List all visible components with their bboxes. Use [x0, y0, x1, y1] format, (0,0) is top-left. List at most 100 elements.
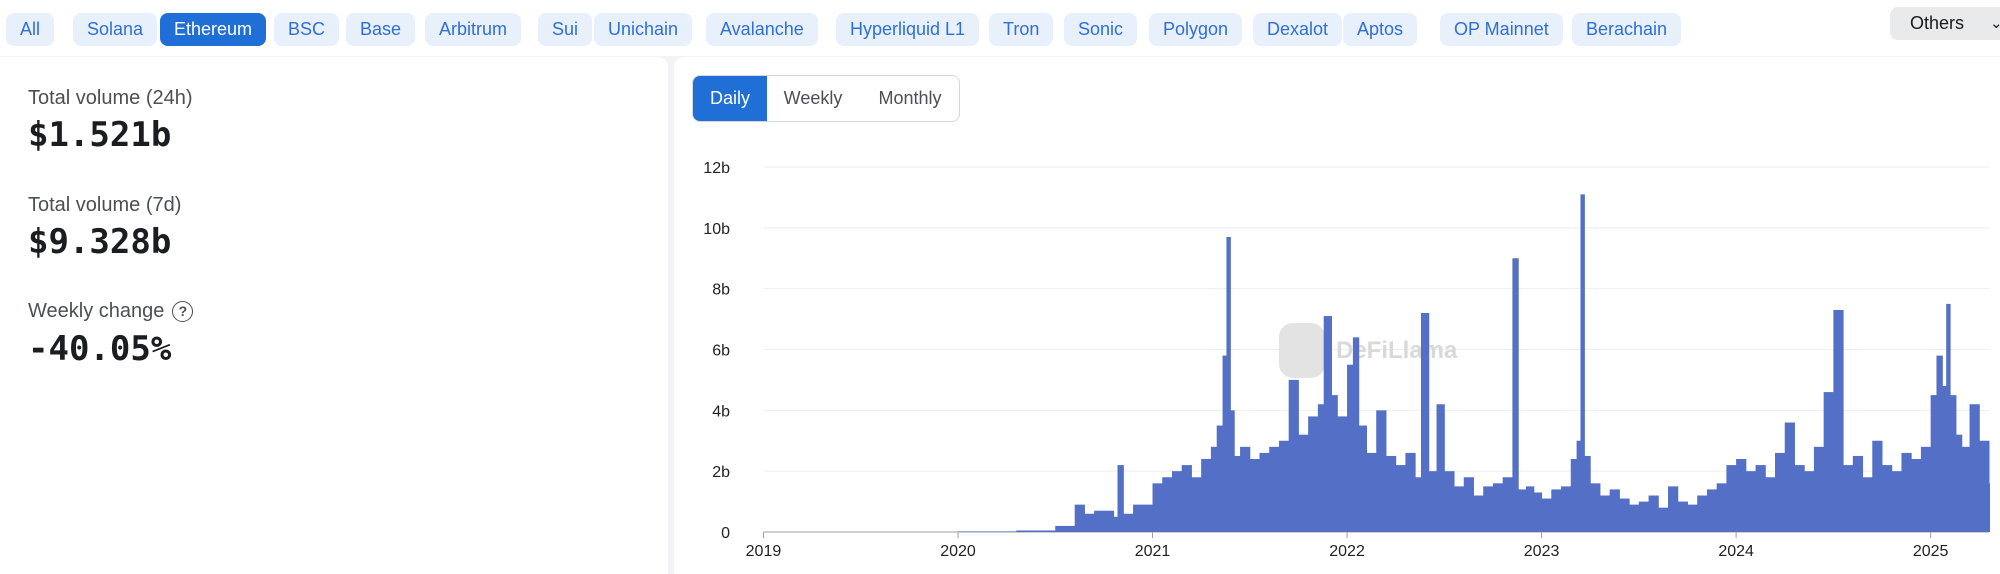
- volume-bar[interactable]: [1599, 495, 1611, 533]
- volume-bar[interactable]: [1473, 495, 1484, 533]
- volume-bar[interactable]: [1444, 471, 1455, 532]
- volume-bar[interactable]: [1308, 416, 1319, 532]
- volume-bar[interactable]: [1706, 489, 1718, 532]
- chain-chip-all[interactable]: All: [6, 13, 55, 46]
- volume-bar[interactable]: [1162, 477, 1173, 532]
- volume-bar[interactable]: [1765, 477, 1776, 532]
- chain-chip-arbitrum[interactable]: Arbitrum: [425, 13, 522, 46]
- volume-bar[interactable]: [1638, 501, 1650, 532]
- chain-chip-hyperliquid-l1[interactable]: Hyperliquid L1: [836, 13, 980, 46]
- volume-bar[interactable]: [1570, 459, 1578, 532]
- volume-bar[interactable]: [1687, 504, 1698, 532]
- volume-bar[interactable]: [1074, 504, 1085, 532]
- volume-bar[interactable]: [1677, 501, 1688, 532]
- tab-weekly[interactable]: Weekly: [783, 88, 843, 108]
- volume-bar[interactable]: [1979, 440, 1990, 532]
- volume-bar[interactable]: [1946, 303, 1951, 532]
- volume-bar[interactable]: [1249, 459, 1261, 532]
- chain-chip-aptos[interactable]: Aptos: [1343, 13, 1418, 46]
- volume-bar[interactable]: [1989, 483, 1990, 532]
- volume-bar[interactable]: [1094, 510, 1115, 532]
- volume-bar[interactable]: [1133, 504, 1154, 532]
- volume-bar[interactable]: [1911, 459, 1922, 532]
- volume-bar[interactable]: [1930, 395, 1937, 532]
- volume-bar[interactable]: [1234, 455, 1241, 532]
- volume-bar[interactable]: [1385, 455, 1397, 532]
- volume-bar[interactable]: [1658, 507, 1669, 532]
- volume-bar[interactable]: [1226, 236, 1231, 532]
- volume-bar[interactable]: [1872, 440, 1883, 532]
- volume-bar[interactable]: [1298, 434, 1309, 532]
- volume-bar[interactable]: [1502, 477, 1513, 532]
- volume-bar[interactable]: [1736, 459, 1747, 532]
- volume-bar[interactable]: [1016, 530, 1056, 532]
- volume-bar[interactable]: [1358, 425, 1367, 532]
- volume-bar[interactable]: [1337, 416, 1348, 532]
- volume-bar[interactable]: [1580, 194, 1585, 532]
- volume-bar[interactable]: [1726, 465, 1737, 532]
- volume-bar[interactable]: [1901, 452, 1912, 532]
- chain-chip-ethereum[interactable]: Ethereum: [160, 13, 267, 46]
- volume-bar[interactable]: [1415, 477, 1422, 532]
- volume-bar[interactable]: [1775, 452, 1786, 532]
- chain-chip-solana[interactable]: Solana: [73, 13, 158, 46]
- chain-chip-sonic[interactable]: Sonic: [1064, 13, 1138, 46]
- volume-bar[interactable]: [1191, 477, 1202, 532]
- volume-bar[interactable]: [1533, 492, 1543, 532]
- chain-chip-berachain[interactable]: Berachain: [1572, 13, 1682, 46]
- volume-bar[interactable]: [1113, 516, 1118, 532]
- volume-bar[interactable]: [1716, 483, 1727, 532]
- volume-bar[interactable]: [1526, 486, 1535, 532]
- volume-bar[interactable]: [1920, 446, 1932, 532]
- volume-bar[interactable]: [1961, 446, 1971, 532]
- volume-bar[interactable]: [1813, 446, 1825, 532]
- volume-bar[interactable]: [1942, 386, 1947, 532]
- volume-bar[interactable]: [1697, 495, 1708, 533]
- volume-bar[interactable]: [1852, 455, 1864, 532]
- volume-bar[interactable]: [1561, 486, 1572, 532]
- volume-bar[interactable]: [957, 531, 1017, 532]
- volume-bar[interactable]: [1823, 392, 1834, 532]
- volume-bar[interactable]: [1891, 471, 1902, 532]
- volume-bar[interactable]: [1210, 446, 1218, 532]
- volume-bar[interactable]: [1454, 486, 1465, 532]
- volume-bar[interactable]: [1347, 364, 1354, 532]
- volume-bar[interactable]: [1201, 459, 1212, 532]
- volume-bar[interactable]: [1936, 355, 1943, 532]
- volume-bar[interactable]: [1648, 495, 1659, 533]
- volume-bar[interactable]: [1463, 477, 1474, 532]
- tab-monthly[interactable]: Monthly: [878, 88, 942, 108]
- volume-bar[interactable]: [1222, 355, 1227, 532]
- volume-bar[interactable]: [1794, 465, 1805, 532]
- volume-bar[interactable]: [1269, 446, 1280, 532]
- volume-bar[interactable]: [1240, 446, 1251, 532]
- volume-bar[interactable]: [1230, 410, 1235, 532]
- volume-bar[interactable]: [1969, 404, 1980, 532]
- volume-bar[interactable]: [1323, 316, 1332, 532]
- chain-chip-tron[interactable]: Tron: [989, 13, 1054, 46]
- volume-bar[interactable]: [1629, 504, 1640, 532]
- volume-bar[interactable]: [1745, 471, 1757, 532]
- others-dropdown[interactable]: Others ⌄: [1890, 7, 2000, 40]
- volume-bar[interactable]: [1668, 486, 1679, 532]
- volume-bar[interactable]: [1352, 337, 1360, 532]
- volume-bar[interactable]: [1590, 483, 1601, 532]
- volume-bar[interactable]: [1428, 471, 1438, 532]
- volume-bar[interactable]: [1117, 465, 1124, 532]
- volume-bar[interactable]: [1171, 471, 1183, 532]
- volume-bar[interactable]: [1181, 465, 1192, 532]
- chain-chip-sui[interactable]: Sui: [538, 13, 593, 46]
- volume-bar[interactable]: [1278, 440, 1290, 532]
- volume-bar[interactable]: [1288, 379, 1299, 532]
- volume-bar[interactable]: [1541, 498, 1552, 532]
- chain-chip-dexalot[interactable]: Dexalot: [1253, 13, 1343, 46]
- tab-daily[interactable]: Daily: [693, 76, 767, 121]
- chain-chip-bsc[interactable]: BSC: [274, 13, 340, 46]
- volume-bar[interactable]: [1950, 395, 1957, 532]
- volume-bar[interactable]: [1843, 465, 1854, 532]
- volume-bar[interactable]: [1259, 452, 1270, 532]
- volume-bar[interactable]: [1331, 395, 1338, 532]
- volume-bar[interactable]: [1420, 313, 1430, 532]
- chain-chip-base[interactable]: Base: [346, 13, 416, 46]
- chain-chip-avalanche[interactable]: Avalanche: [706, 13, 818, 46]
